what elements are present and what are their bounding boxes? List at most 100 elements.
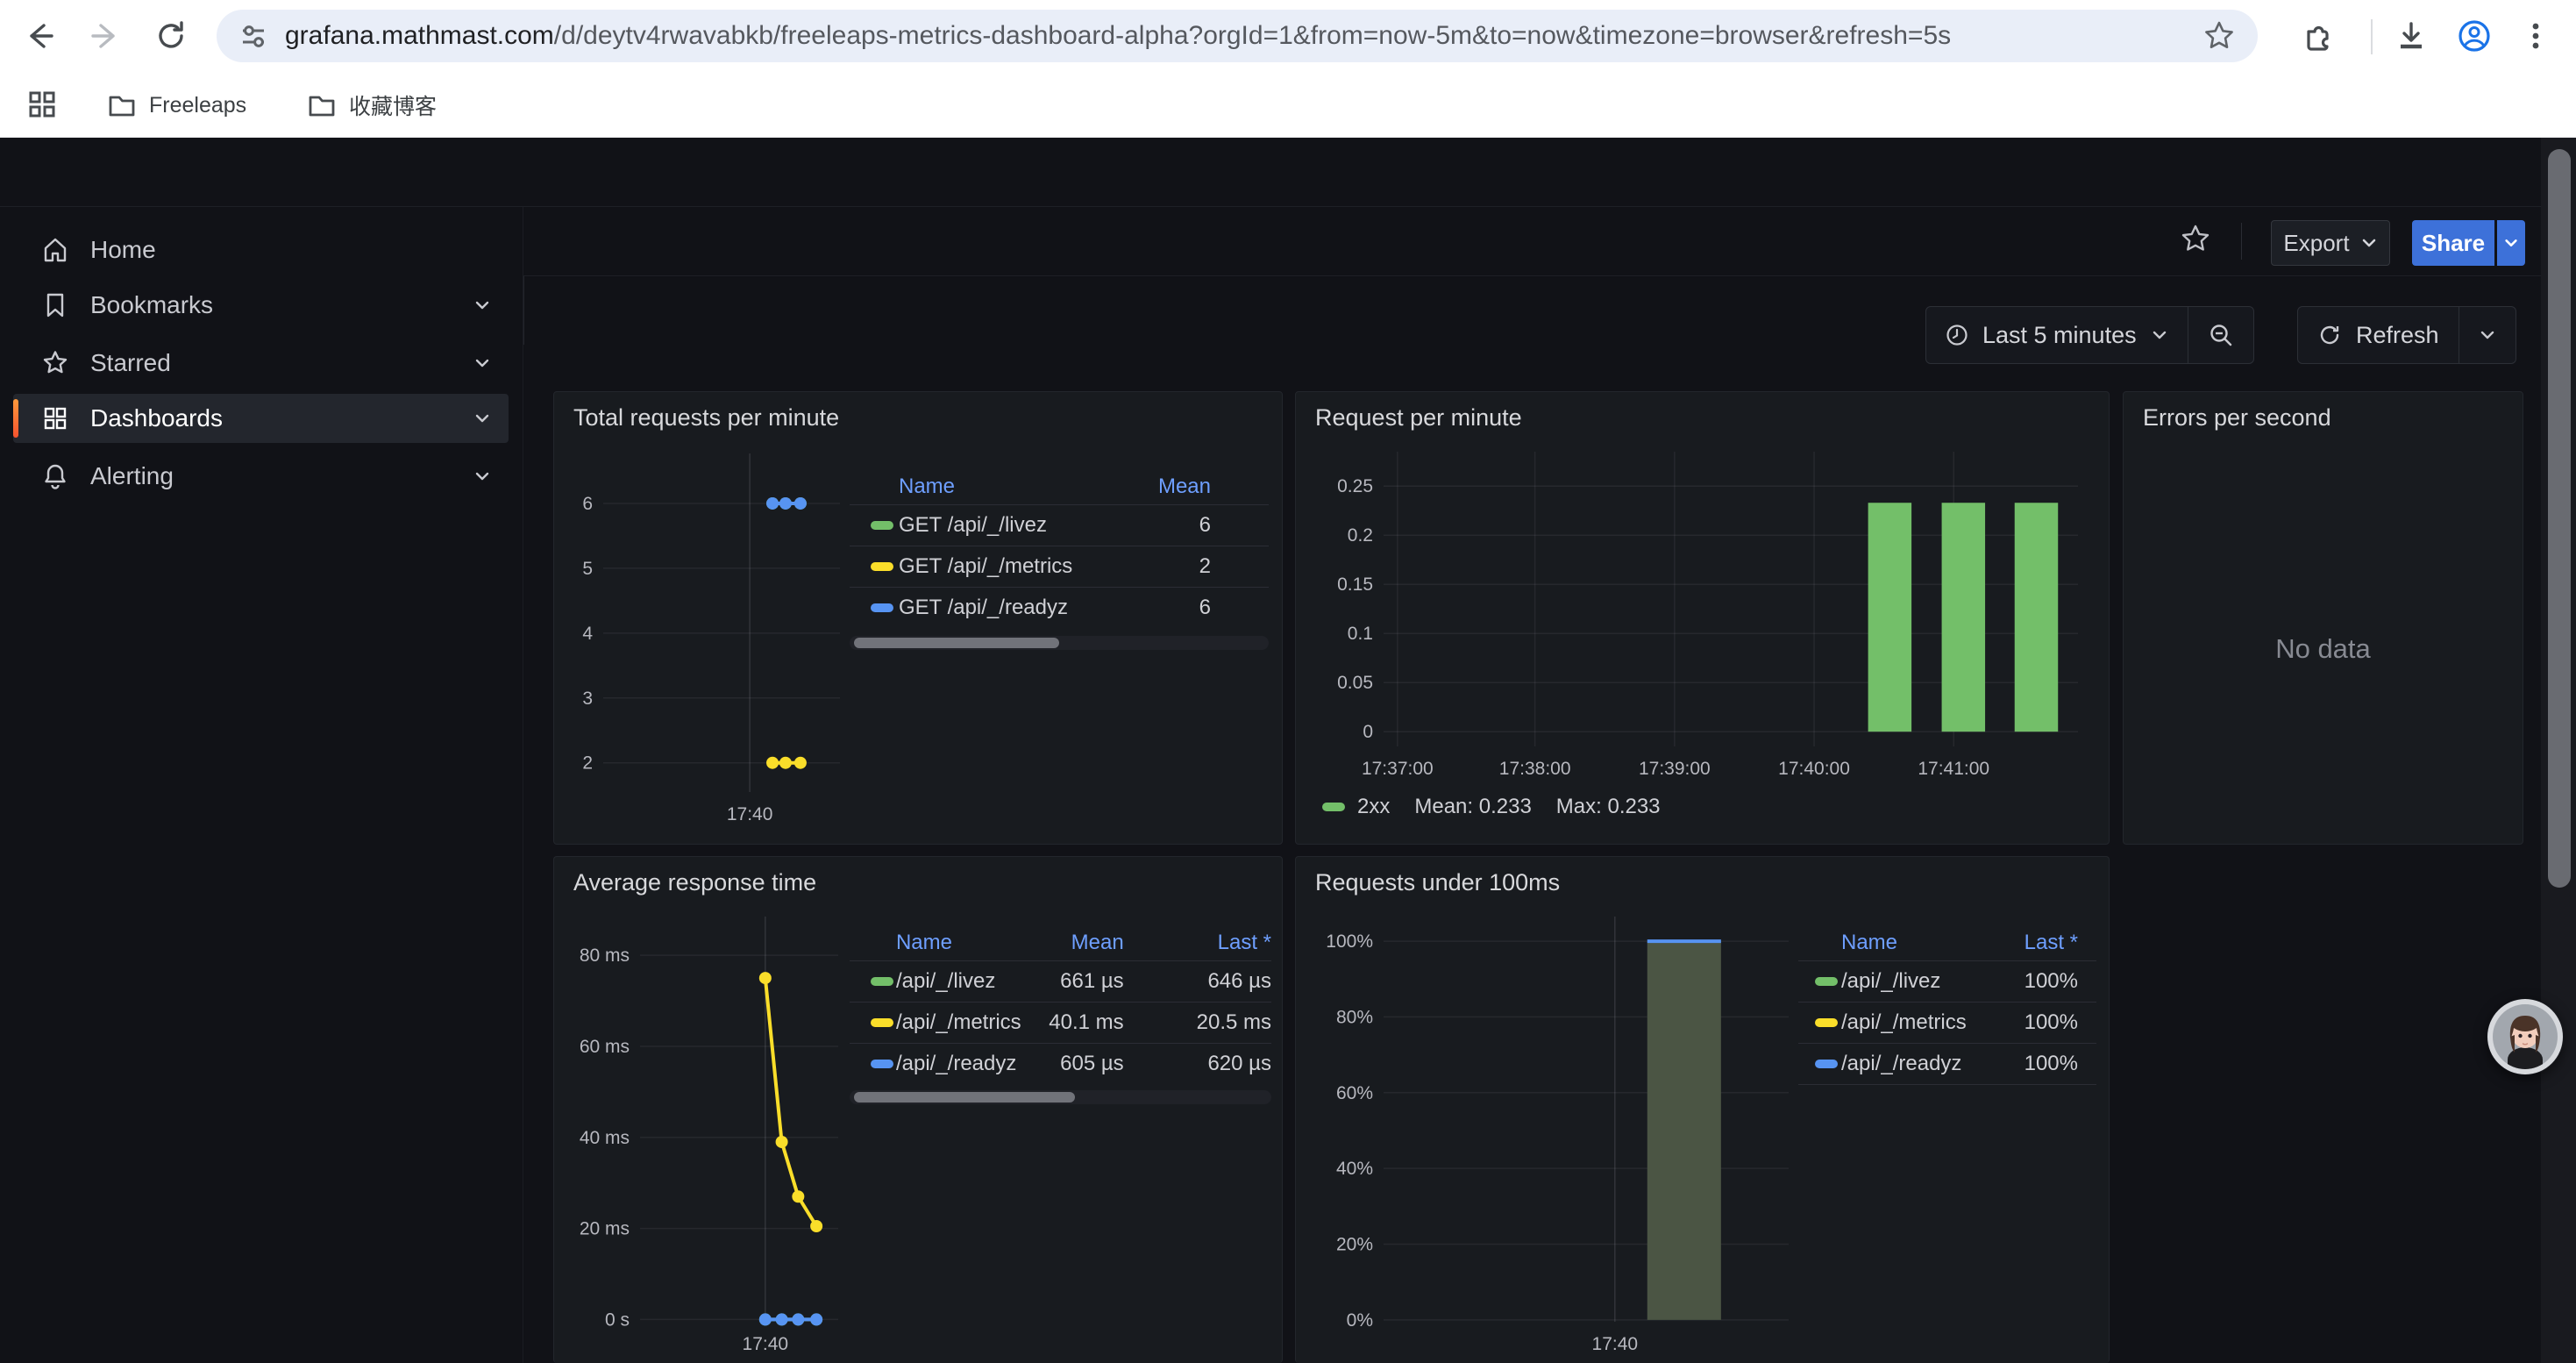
series-name[interactable]: /api/_/livez xyxy=(1841,969,1941,993)
series-name[interactable]: /api/_/readyz xyxy=(895,1052,1017,1075)
panel-title[interactable]: Errors per second xyxy=(2143,404,2331,431)
bookmark-folder-blogs[interactable]: 收藏博客 xyxy=(295,82,449,128)
series-max: Max: 0.233 xyxy=(1555,795,1661,818)
share-menu-button[interactable] xyxy=(2497,220,2525,266)
panel-title[interactable]: Average response time xyxy=(573,869,817,896)
svg-text:100%: 100% xyxy=(1326,931,1373,952)
legend-col-last[interactable]: Last * xyxy=(2024,931,2078,954)
svg-text:5: 5 xyxy=(582,559,593,579)
back-icon[interactable] xyxy=(13,10,66,62)
legend-header[interactable]: Name Last * xyxy=(1798,925,2096,960)
sidebar-item-label: Bookmarks xyxy=(90,291,214,318)
svg-text:40 ms: 40 ms xyxy=(580,1128,630,1148)
bookmark-label: 收藏博客 xyxy=(349,95,438,119)
profile-icon[interactable] xyxy=(2448,10,2501,62)
series-name[interactable]: /api/_/readyz xyxy=(1841,1052,1962,1075)
bar-chart[interactable]: 0.25 0.2 0.15 0.1 0.05 0 17:37:00 17:38:00 17:39… xyxy=(1308,445,2089,787)
panel-title[interactable]: Total requests per minute xyxy=(573,404,840,431)
header-divider xyxy=(523,275,524,345)
sidebar-item-label: Home xyxy=(90,236,156,263)
grafana-header: Grafana Home › Dashboards › Freeleaps Me… xyxy=(0,138,2576,345)
apps-grid-icon[interactable] xyxy=(16,78,68,131)
sidebar-item-alerting[interactable]: Alerting xyxy=(13,452,509,501)
sidebar-item-dashboards[interactable]: Dashboards xyxy=(13,394,509,443)
panel-total-requests: Total requests per minute 6 5 4 3 2 17:40 Nam… xyxy=(553,391,1283,845)
assistant-avatar[interactable] xyxy=(2487,998,2564,1075)
panel-title[interactable]: Request per minute xyxy=(1315,404,1522,431)
site-info-icon[interactable] xyxy=(238,20,269,52)
legend-col-name[interactable]: Name xyxy=(899,475,956,498)
series-name[interactable]: GET /api/_/readyz xyxy=(899,596,1068,619)
refresh-button[interactable]: Refresh xyxy=(2298,307,2459,363)
reload-icon[interactable] xyxy=(145,10,197,62)
svg-text:17:38:00: 17:38:00 xyxy=(1499,759,1571,779)
chevron-down-icon xyxy=(2362,239,2375,247)
sidebar-item-starred[interactable]: Starred xyxy=(13,339,509,388)
sidebar-item-label: Dashboards xyxy=(90,404,223,432)
panel-requests-under-100ms: Requests under 100ms 100% 80% 60% 40% 20% 0% 1… xyxy=(1295,856,2110,1363)
series-swatch xyxy=(871,562,893,571)
legend-scrollbar[interactable] xyxy=(850,1090,1271,1104)
series-name[interactable]: GET /api/_/metrics xyxy=(899,554,1073,578)
chevron-down-icon[interactable] xyxy=(472,353,493,374)
series-mean: 6 xyxy=(1199,596,1211,619)
svg-text:17:40: 17:40 xyxy=(727,804,773,824)
legend-header[interactable]: Name Mean Last * xyxy=(850,925,1271,960)
timeseries-chart[interactable]: 80 ms 60 ms 40 ms 20 ms 0 s 17:40 xyxy=(563,910,852,1363)
series-name[interactable]: /api/_/metrics xyxy=(1841,1010,1967,1034)
grid-icon xyxy=(41,404,69,432)
url-path: /d/deytv4rwavabkb/freeleaps-metrics-dash… xyxy=(553,21,1952,50)
sidebar-item-home[interactable]: Home xyxy=(13,225,509,275)
legend-col-name[interactable]: Name xyxy=(1841,931,1898,954)
sidebar-item-label: Starred xyxy=(90,349,171,376)
panel-errors-per-second: Errors per second No data xyxy=(2123,391,2523,845)
page-scrollbar-thumb[interactable] xyxy=(2548,149,2571,888)
svg-text:40%: 40% xyxy=(1336,1159,1373,1179)
timeseries-chart[interactable]: 6 5 4 3 2 17:40 xyxy=(563,445,852,831)
chevron-down-icon[interactable] xyxy=(472,408,493,429)
refresh-interval-button[interactable] xyxy=(2459,307,2516,363)
sidebar-item-bookmarks[interactable]: Bookmarks xyxy=(13,281,509,330)
legend-col-mean[interactable]: Mean xyxy=(1071,931,1124,954)
series-name[interactable]: GET /api/_/livez xyxy=(899,513,1047,537)
menu-kebab-icon[interactable] xyxy=(2509,10,2562,62)
series-swatch xyxy=(871,1060,893,1068)
favorite-star-icon[interactable] xyxy=(2179,223,2212,256)
share-button[interactable]: Share xyxy=(2412,220,2494,266)
series-name[interactable]: 2xx xyxy=(1357,795,1391,818)
bookmark-label: Freeleaps xyxy=(149,92,247,118)
area-chart[interactable]: 100% 80% 60% 40% 20% 0% 17:40 xyxy=(1308,910,1799,1363)
legend-row: /api/_/readyz 100% xyxy=(1798,1043,2096,1084)
svg-text:0.25: 0.25 xyxy=(1337,476,1373,496)
chevron-down-icon[interactable] xyxy=(472,466,493,487)
svg-text:4: 4 xyxy=(582,624,593,644)
svg-text:2: 2 xyxy=(582,753,593,774)
svg-text:0.15: 0.15 xyxy=(1337,574,1373,595)
legend-header[interactable]: Name Mean xyxy=(850,469,1269,504)
export-button[interactable]: Export xyxy=(2271,220,2390,266)
legend-scrollbar[interactable] xyxy=(850,636,1269,650)
legend-row: GET /api/_/metrics 2 xyxy=(850,546,1269,587)
bookmark-folder-freeleaps[interactable]: Freeleaps xyxy=(95,82,259,128)
svg-text:0%: 0% xyxy=(1347,1310,1373,1331)
series-name[interactable]: /api/_/metrics xyxy=(895,1010,1021,1034)
bookmark-star-icon[interactable] xyxy=(2202,18,2237,54)
zoom-out-button[interactable] xyxy=(2188,307,2253,363)
chevron-down-icon[interactable] xyxy=(472,295,493,316)
legend-col-last[interactable]: Last * xyxy=(1217,931,1271,954)
address-bar[interactable]: grafana.mathmast.com/d/deytv4rwavabkb/fr… xyxy=(217,10,2258,62)
forward-icon[interactable] xyxy=(79,10,132,62)
chevron-down-icon xyxy=(2505,239,2517,246)
legend-col-mean[interactable]: Mean xyxy=(1157,475,1211,498)
svg-text:20%: 20% xyxy=(1336,1234,1373,1254)
svg-text:0.05: 0.05 xyxy=(1337,673,1373,693)
series-mean: 605 µs xyxy=(1060,1052,1124,1075)
refresh-label: Refresh xyxy=(2356,321,2439,348)
download-icon[interactable] xyxy=(2385,10,2437,62)
time-range-picker[interactable]: Last 5 minutes xyxy=(1926,307,2188,363)
series-swatch xyxy=(1322,803,1345,811)
series-name[interactable]: /api/_/livez xyxy=(895,969,996,993)
extensions-icon[interactable] xyxy=(2290,10,2343,62)
legend-col-name[interactable]: Name xyxy=(895,931,952,954)
panel-title[interactable]: Requests under 100ms xyxy=(1315,869,1561,896)
